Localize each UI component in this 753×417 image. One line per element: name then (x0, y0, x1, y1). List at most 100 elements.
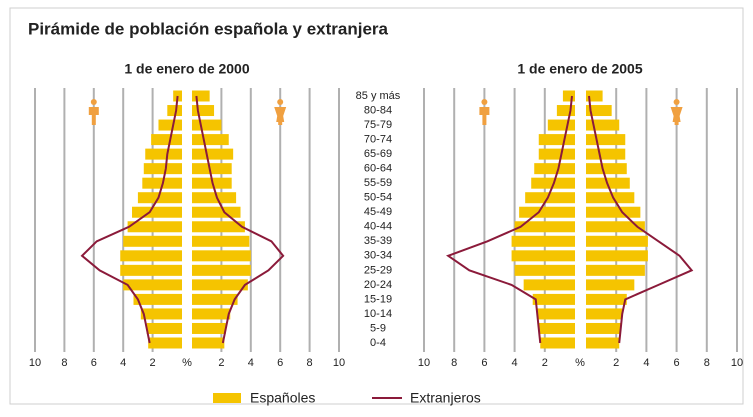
x-tick-label: 6 (674, 357, 680, 369)
bar (538, 134, 575, 146)
bar (586, 148, 626, 160)
bar (511, 235, 575, 247)
bar (120, 250, 182, 262)
bar (586, 221, 645, 233)
bar (158, 119, 182, 131)
bar (192, 250, 251, 262)
female-icon (670, 99, 683, 125)
icon-body (88, 107, 99, 115)
bar (167, 105, 182, 117)
x-tick-label: 2 (542, 357, 548, 369)
bar (534, 163, 575, 175)
bar (192, 293, 238, 305)
age-label: 10-14 (364, 308, 392, 320)
bar (519, 206, 575, 218)
x-tick-label: 4 (512, 357, 518, 369)
bar (586, 206, 641, 218)
bar (586, 308, 623, 320)
bar (137, 192, 182, 204)
bar (586, 235, 648, 247)
bar (525, 192, 575, 204)
bar (192, 322, 226, 334)
line (588, 95, 694, 344)
legend-label: Extranjeros (410, 390, 481, 406)
x-tick-label: 8 (61, 357, 67, 369)
age-label: 75-79 (364, 119, 392, 131)
bar (120, 264, 182, 276)
icon-head (277, 99, 284, 105)
bar (192, 148, 234, 160)
age-label: 50-54 (364, 192, 392, 204)
x-tick-label: 10 (418, 357, 430, 369)
bar (133, 293, 182, 305)
bar (192, 119, 222, 131)
x-tick-label: 2 (150, 357, 156, 369)
x-tick-label: % (575, 357, 585, 369)
bar (586, 119, 620, 131)
bar (148, 337, 182, 349)
bar (192, 90, 210, 102)
x-tick-label: 4 (643, 357, 649, 369)
bar (538, 322, 575, 334)
age-label: 25-29 (364, 264, 392, 276)
bar (514, 221, 575, 233)
x-tick-label: 2 (613, 357, 619, 369)
bar (192, 337, 225, 349)
bar (511, 250, 575, 262)
icon-head (673, 99, 680, 105)
x-tick-label: 4 (248, 357, 254, 369)
bar (145, 148, 182, 160)
bar (562, 90, 575, 102)
bar (523, 279, 575, 291)
x-tick-label: 6 (91, 357, 97, 369)
age-label: 60-64 (364, 163, 392, 175)
bar (514, 264, 575, 276)
bar (132, 206, 182, 218)
age-label: 85 y más (356, 90, 401, 102)
chart-title: Pirámide de población española y extranj… (28, 19, 389, 38)
age-label: 35-39 (364, 235, 392, 247)
bar (123, 235, 182, 247)
legend-swatch (213, 393, 241, 403)
age-label: 55-59 (364, 177, 392, 189)
line (446, 95, 573, 344)
bar (532, 293, 575, 305)
bar (586, 250, 648, 262)
icon-legs (278, 115, 283, 125)
bar (586, 90, 603, 102)
male-icon (88, 99, 99, 125)
age-label: 65-69 (364, 148, 392, 160)
x-tick-label: 6 (277, 357, 283, 369)
bar (192, 192, 237, 204)
bar (192, 163, 232, 175)
bar (192, 279, 248, 291)
bar (143, 163, 182, 175)
bar (586, 264, 645, 276)
bar (192, 308, 231, 320)
bar (586, 322, 621, 334)
bar (192, 264, 251, 276)
icon-legs (482, 115, 487, 125)
bar (146, 322, 182, 334)
bar (586, 293, 627, 305)
icon-body (274, 107, 287, 122)
panel-title: 1 de enero de 2005 (517, 61, 643, 77)
bar (586, 279, 635, 291)
age-label: 15-19 (364, 293, 392, 305)
bar (123, 279, 182, 291)
icon-body (670, 107, 683, 122)
x-tick-label: 6 (481, 357, 487, 369)
line (80, 95, 179, 344)
bar (192, 134, 229, 146)
bar (540, 337, 575, 349)
female-icon (274, 99, 287, 125)
age-label: 70-74 (364, 133, 392, 145)
male-icon (479, 99, 490, 125)
bar (586, 337, 620, 349)
x-tick-label: 4 (120, 357, 126, 369)
bar (538, 148, 575, 160)
x-tick-label: 10 (333, 357, 345, 369)
icon-head (481, 99, 488, 105)
bar (192, 206, 241, 218)
